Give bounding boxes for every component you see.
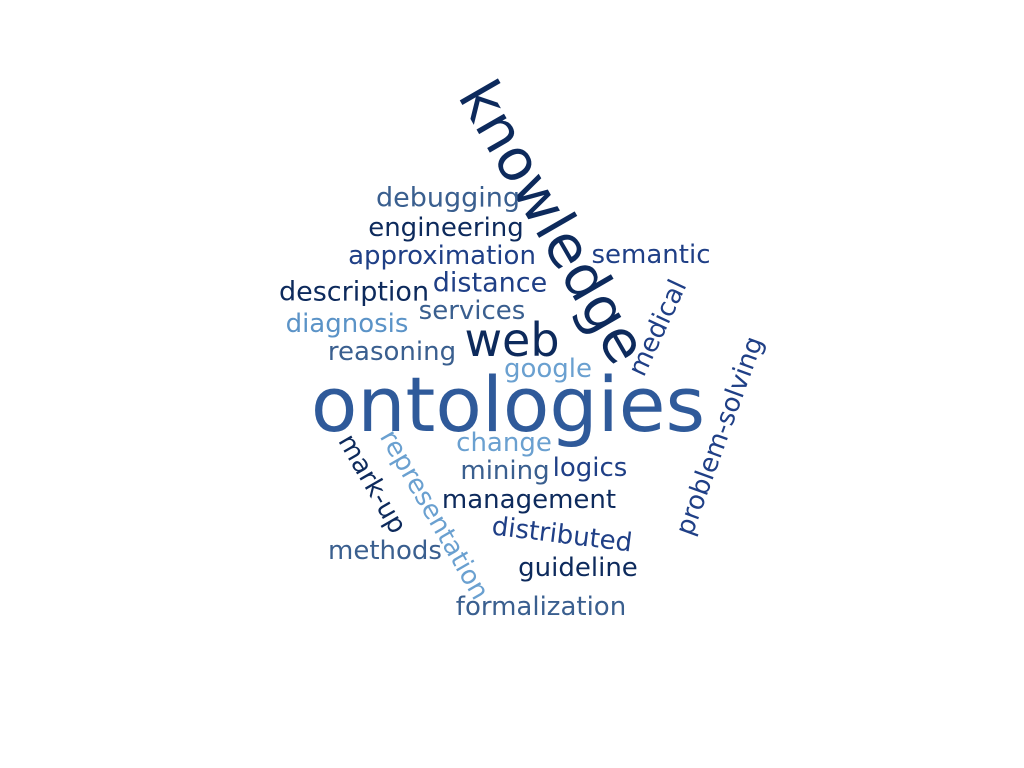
word-formalization: formalization (455, 592, 627, 622)
word-logics: logics (552, 453, 628, 483)
word-description: description (278, 276, 430, 308)
word-services: services (418, 296, 526, 326)
word-methods: methods (328, 536, 442, 566)
word-distributed: distributed (490, 511, 634, 559)
word-reasoning: reasoning (327, 337, 457, 367)
word-semantic: semantic (591, 240, 711, 270)
word-change: change (456, 428, 552, 458)
word-approximation: approximation (348, 241, 536, 271)
word-debugging: debugging (375, 182, 521, 214)
word-guideline: guideline (518, 553, 638, 583)
word-engineering: engineering (368, 213, 524, 243)
word-diagnosis: diagnosis (285, 309, 409, 339)
word-mining: mining (460, 456, 550, 486)
word-management: management (441, 485, 617, 515)
word-web: web (464, 313, 560, 367)
word-ontologies: ontologies (310, 360, 706, 449)
word-distance: distance (432, 267, 548, 299)
word-google: google (503, 354, 593, 384)
